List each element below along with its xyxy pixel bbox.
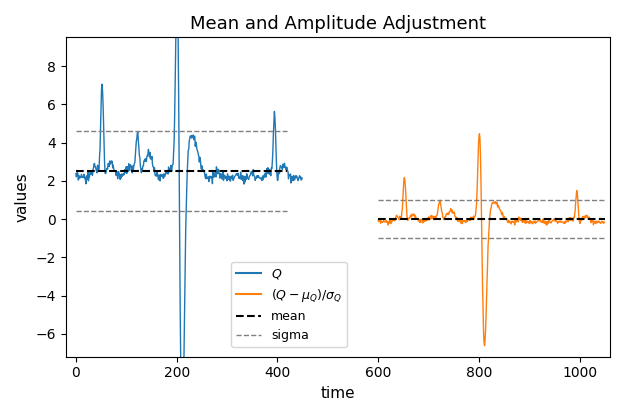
X-axis label: time: time bbox=[321, 386, 355, 401]
Title: Mean and Amplitude Adjustment: Mean and Amplitude Adjustment bbox=[190, 15, 486, 33]
Legend: $Q$, $(Q - \mu_Q)/\sigma_Q$, mean, sigma: $Q$, $(Q - \mu_Q)/\sigma_Q$, mean, sigma bbox=[231, 262, 347, 347]
Y-axis label: values: values bbox=[15, 172, 30, 222]
